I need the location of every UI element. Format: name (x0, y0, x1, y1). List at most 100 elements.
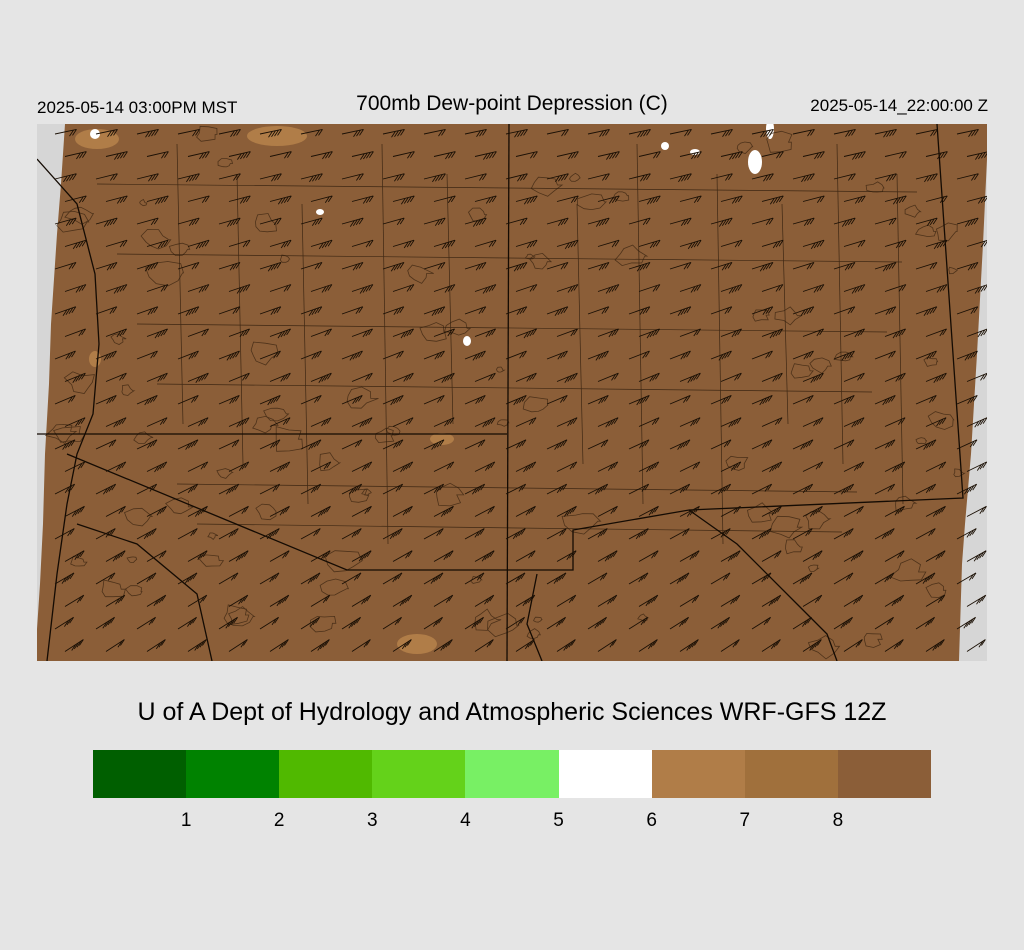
wind-barb-icon (669, 528, 690, 540)
wind-barb-icon (105, 550, 126, 562)
wind-barb-icon (597, 594, 618, 607)
wind-barb-icon (546, 350, 568, 360)
contour-line (145, 261, 185, 287)
contour-line (263, 407, 290, 422)
wind-barb-icon (628, 528, 649, 540)
contour-line (319, 578, 350, 596)
wind-barb-icon (54, 217, 77, 226)
wind-barb-icon (54, 394, 76, 405)
wind-barb-icon (833, 217, 856, 227)
wind-barb-icon (505, 217, 528, 226)
wind-barb-icon (833, 394, 855, 405)
wind-barb-icon (556, 328, 578, 337)
wind-barb-icon (638, 417, 660, 427)
wind-barb-icon (423, 173, 446, 183)
wind-barb-icon (597, 328, 619, 338)
colorbar-swatch (651, 750, 745, 798)
wind-barb-icon (956, 439, 978, 450)
wind-barb-icon (679, 151, 702, 160)
wind-barb-icon (679, 639, 699, 652)
contour-line (927, 411, 955, 430)
wind-barb-icon (95, 483, 117, 495)
wind-barb-icon (341, 128, 364, 137)
wind-barb-icon (587, 572, 608, 585)
wind-barb-icon (95, 394, 117, 405)
contour-line (123, 507, 154, 527)
wind-barb-icon (802, 417, 824, 427)
contour-line (769, 515, 804, 539)
wind-barb-icon (751, 173, 774, 182)
wind-barb-icon (392, 372, 414, 382)
wind-barb-icon (556, 372, 578, 383)
wind-barb-icon (833, 128, 856, 137)
wind-barb-icon (259, 616, 279, 630)
wind-barb-icon (433, 328, 455, 337)
wind-barb-icon (423, 572, 444, 585)
wind-barb-icon (843, 372, 865, 382)
wind-barb-icon (546, 528, 567, 540)
wind-barb-icon (64, 239, 87, 250)
wind-barb-icon (720, 239, 743, 248)
wind-barb-icon (556, 550, 577, 562)
wind-barb-icon (587, 350, 609, 361)
wind-barb-icon (259, 217, 282, 226)
wind-barb-icon (915, 394, 937, 405)
colorado-river (37, 158, 100, 661)
contour-line (252, 415, 279, 434)
wind-barb-icon (95, 306, 118, 315)
wind-barb-icon (187, 594, 208, 607)
wind-barb-icon (105, 195, 128, 204)
wind-barb-icon (587, 483, 609, 495)
wind-barb-icon (720, 461, 742, 472)
wind-barb-icon (351, 151, 374, 160)
wind-barb-icon (474, 417, 496, 428)
wind-barb-icon (269, 505, 290, 517)
wind-barb-icon (802, 372, 824, 383)
contour-line (533, 616, 543, 623)
wind-barb-icon (515, 328, 537, 339)
wind-barb-icon (628, 572, 649, 585)
wind-barb-icon (95, 439, 117, 450)
wind-barb-icon (515, 505, 536, 517)
wind-barb-icon (720, 328, 742, 338)
wind-barb-icon (556, 151, 579, 160)
wind-barb-icon (515, 639, 535, 652)
wind-barb-icon (474, 239, 497, 248)
contour-line (56, 210, 90, 233)
wind-barb-icon (802, 550, 823, 562)
wind-barb-icon (54, 350, 76, 360)
contour-line (790, 363, 814, 379)
county-boundary (896, 173, 904, 505)
moist-patch (463, 336, 471, 346)
wind-barb-icon (751, 128, 774, 138)
wind-barb-icon (915, 306, 938, 317)
wind-barb-icon (884, 594, 905, 607)
contour-line (935, 222, 958, 242)
wind-barb-icon (146, 639, 166, 652)
wind-barb-icon (843, 284, 866, 294)
colorbar-swatch (279, 750, 373, 798)
wind-barb-icon (259, 128, 282, 138)
wind-barb-icon (587, 616, 607, 630)
wind-barb-icon (341, 483, 363, 495)
wind-barb-icon (587, 439, 609, 450)
wind-barb-icon (218, 528, 239, 540)
wind-barb-icon (351, 417, 373, 428)
wind-barb-icon (884, 372, 906, 382)
wind-barb-icon (341, 394, 363, 405)
wind-barb-icon (966, 195, 987, 204)
wind-barb-icon (874, 528, 895, 540)
wind-barb-icon (136, 528, 157, 540)
wind-barb-icon (546, 217, 569, 226)
wind-barb-icon (546, 483, 568, 495)
wind-barb-icon (546, 128, 569, 137)
wind-barb-icon (833, 616, 853, 630)
wind-barb-icon (669, 306, 692, 317)
contour-line (63, 371, 95, 394)
wind-barb-icon (515, 461, 537, 473)
wind-barb-icon (269, 151, 292, 159)
wind-barb-icon (505, 616, 525, 630)
wind-barb-icon (710, 616, 730, 630)
wind-barb-icon (587, 306, 610, 315)
wind-barb-icon (474, 594, 495, 607)
